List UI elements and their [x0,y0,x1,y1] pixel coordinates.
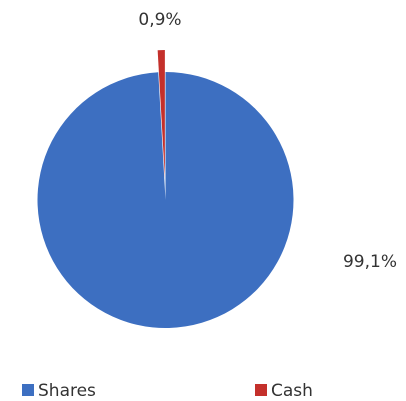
pie-slice [157,50,165,179]
data-label: 0,9% [138,10,181,30]
legend-swatch [22,384,34,396]
pie-slice [37,72,294,328]
legend-label: Cash [271,381,313,401]
data-label: 99,1% [343,252,397,272]
legend-swatch [255,384,267,396]
legend-label: Shares [38,381,96,401]
